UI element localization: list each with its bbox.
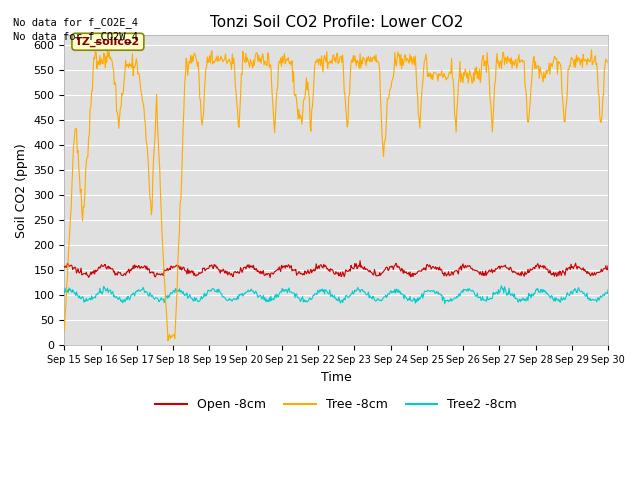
Title: Tonzi Soil CO2 Profile: Lower CO2: Tonzi Soil CO2 Profile: Lower CO2	[209, 15, 463, 30]
Text: No data for f_CO2W_4: No data for f_CO2W_4	[13, 31, 138, 42]
Text: TZ_soilco2: TZ_soilco2	[76, 36, 141, 47]
Legend: Open -8cm, Tree -8cm, Tree2 -8cm: Open -8cm, Tree -8cm, Tree2 -8cm	[150, 394, 522, 417]
X-axis label: Time: Time	[321, 371, 351, 384]
Y-axis label: Soil CO2 (ppm): Soil CO2 (ppm)	[15, 143, 28, 238]
Text: No data for f_CO2E_4: No data for f_CO2E_4	[13, 17, 138, 28]
